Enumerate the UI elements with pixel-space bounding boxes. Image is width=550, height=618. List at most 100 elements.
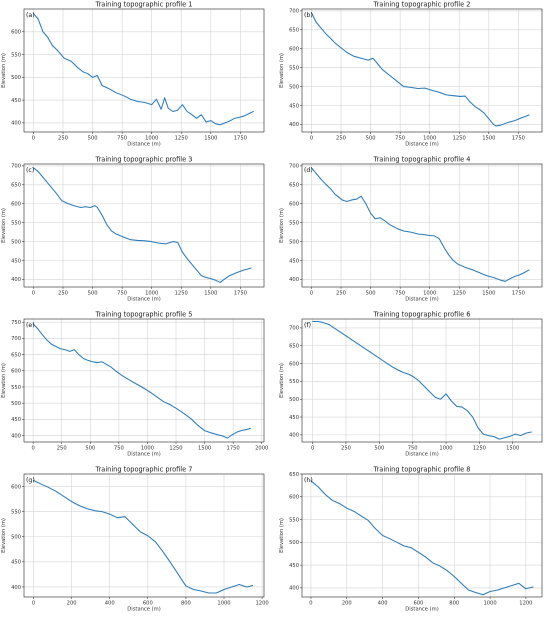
x-tick-label: 250	[57, 446, 67, 452]
y-axis-label: Elevation (m)	[1, 53, 7, 88]
y-tick-label: 600	[11, 369, 21, 375]
y-tick-label: 500	[289, 84, 299, 90]
x-tick-label: 1000	[423, 291, 436, 297]
y-tick-label: 400	[289, 586, 299, 592]
y-tick-label: 650	[289, 28, 299, 34]
plot-frame	[23, 8, 265, 133]
panel-letter: (c)	[26, 167, 34, 174]
y-tick-label: 550	[11, 52, 21, 58]
x-tick-label: 750	[114, 446, 124, 452]
x-axis-label: Distance (m)	[405, 142, 438, 148]
y-tick-label: 450	[289, 103, 299, 109]
x-tick-label: 1000	[483, 601, 496, 607]
x-axis-label: Distance (m)	[405, 297, 438, 303]
x-tick-label: 2000	[255, 446, 268, 452]
x-tick-label: 1000	[141, 446, 154, 452]
y-tick-label: 400	[11, 433, 21, 439]
y-tick-label: 650	[289, 344, 299, 350]
panel-f: 0 250 500 750 1000 1250 1500 400 450 500 550 600 650…	[278, 310, 548, 458]
y-tick-label: 600	[289, 47, 299, 53]
y-tick-label: 700	[11, 164, 21, 170]
plot-frame	[301, 473, 543, 598]
y-tick-label: 550	[289, 220, 299, 226]
chart-svg: 0 250 500 750 1000 1250 1500 1750 400 450 500 550 60…	[1, 1, 265, 148]
x-tick-label: 1500	[204, 291, 217, 297]
y-tick-label: 700	[289, 164, 299, 170]
x-tick-label: 1200	[255, 601, 268, 607]
x-tick-label: 750	[117, 291, 127, 297]
y-tick-label: 450	[11, 258, 21, 264]
plot-frame	[301, 8, 543, 133]
x-tick-label: 750	[395, 291, 405, 297]
x-axis-label: Distance (m)	[127, 607, 160, 613]
x-tick-label: 1750	[234, 136, 247, 142]
x-tick-label: 1750	[227, 446, 240, 452]
chart-svg: 0 200 400 600 800 1000 1200 400 450 500 550 600 Trai…	[1, 466, 269, 613]
x-tick-label: 250	[58, 291, 68, 297]
y-axis-label: Elevation (m)	[1, 363, 7, 398]
x-axis-label: Distance (m)	[127, 297, 160, 303]
plot-frame	[23, 163, 265, 288]
x-axis-label: Distance (m)	[405, 607, 438, 613]
y-tick-label: 550	[289, 379, 299, 385]
panel-letter: (f)	[304, 322, 311, 329]
x-tick-label: 1500	[482, 136, 495, 142]
y-tick-label: 400	[289, 122, 299, 128]
chart-svg: 0 250 500 750 1000 1250 1500 400 450 500 550 600 650…	[279, 311, 543, 458]
chart-svg: 0 250 500 750 1000 1250 1500 1750 400 450 500 550 60…	[279, 156, 543, 303]
x-tick-label: 1250	[175, 136, 188, 142]
x-tick-label: 250	[336, 291, 346, 297]
x-tick-label: 500	[366, 136, 376, 142]
x-tick-label: 600	[413, 601, 423, 607]
x-tick-label: 500	[88, 291, 98, 297]
panel-letter: (b)	[304, 12, 313, 19]
x-tick-label: 1750	[512, 291, 525, 297]
series-line	[310, 12, 530, 127]
panel-a: 0 250 500 750 1000 1250 1500 1750 400 450 500 550 60…	[0, 0, 270, 148]
panel-h: 0 200 400 600 800 1000 1200 400 450 500 550 600 650 T…	[278, 465, 548, 613]
y-tick-label: 550	[11, 385, 21, 391]
y-tick-label: 600	[11, 484, 21, 490]
x-axis-label: Distance (m)	[127, 142, 160, 148]
x-tick-label: 0	[310, 136, 313, 142]
chart-title: Training topographic profile 4	[373, 156, 471, 164]
y-tick-label: 650	[11, 183, 21, 189]
y-tick-label: 450	[289, 563, 299, 569]
x-tick-label: 1500	[506, 446, 519, 452]
series-line	[32, 13, 254, 126]
y-tick-label: 500	[11, 239, 21, 245]
panel-d: 0 250 500 750 1000 1250 1500 1750 400 450 500 550 60…	[278, 155, 548, 303]
panel-letter: (e)	[26, 322, 35, 329]
y-tick-label: 750	[11, 320, 21, 326]
y-tick-label: 550	[11, 220, 21, 226]
y-tick-label: 500	[289, 397, 299, 403]
x-tick-label: 1750	[234, 291, 247, 297]
plot-frame	[23, 473, 265, 598]
y-tick-label: 450	[11, 417, 21, 423]
x-tick-label: 1250	[453, 291, 466, 297]
y-tick-label: 550	[289, 517, 299, 523]
y-tick-label: 650	[11, 352, 21, 358]
y-axis-label: Elevation (m)	[1, 208, 7, 243]
panel-b: 0 250 500 750 1000 1250 1500 1750 400 450 500 550 60…	[278, 0, 548, 148]
x-tick-label: 200	[67, 601, 77, 607]
series-line	[32, 167, 252, 283]
y-tick-label: 550	[289, 65, 299, 71]
y-tick-label: 650	[289, 183, 299, 189]
chart-title: Training topographic profile 1	[95, 1, 193, 9]
chart-svg: 0 250 500 750 1000 1250 1500 1750 400 450 500 550 60…	[279, 1, 543, 148]
series-line	[310, 167, 530, 282]
x-tick-label: 1000	[217, 601, 230, 607]
chart-svg: 0 250 500 750 1000 1250 1500 1750 2000 400 450 500 5…	[1, 311, 268, 458]
x-tick-label: 1500	[204, 136, 217, 142]
x-tick-label: 400	[105, 601, 115, 607]
series-line	[32, 323, 251, 439]
y-tick-label: 700	[11, 336, 21, 342]
plot-frame	[301, 318, 543, 443]
x-tick-label: 1000	[423, 136, 436, 142]
x-tick-label: 1250	[175, 291, 188, 297]
x-tick-label: 1500	[482, 291, 495, 297]
chart-title: Training topographic profile 2	[373, 1, 471, 9]
chart-svg: 0 200 400 600 800 1000 1200 400 450 500 550 600 650 T…	[279, 466, 543, 613]
